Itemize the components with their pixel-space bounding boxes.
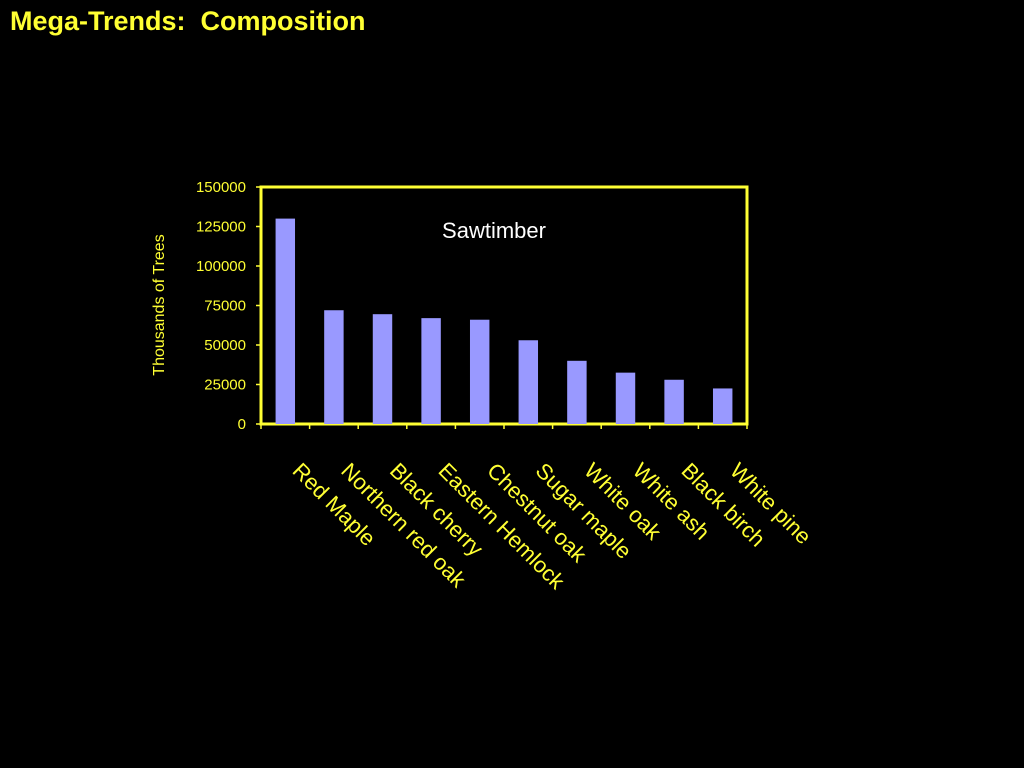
bar [664, 379, 684, 424]
y-axis-label: Thousands of Trees [151, 234, 168, 375]
bar [469, 319, 490, 424]
bar [324, 310, 344, 424]
y-tick-label: 0 [238, 416, 246, 433]
y-tick-label: 100000 [196, 258, 246, 275]
slide-title: Mega-Trends: Composition [10, 6, 366, 36]
chart-annotation: Sawtimber [442, 218, 546, 243]
bar [567, 360, 587, 424]
bar [615, 372, 636, 424]
y-tick-label: 125000 [196, 219, 246, 236]
bar [275, 218, 296, 424]
bar [518, 340, 539, 424]
y-tick-label: 150000 [196, 179, 246, 196]
y-tick-label: 25000 [204, 377, 246, 394]
y-tick-label: 50000 [204, 337, 246, 354]
y-tick-label: 75000 [204, 298, 246, 315]
bar [712, 388, 733, 424]
bar [421, 318, 441, 424]
bar [372, 314, 393, 424]
